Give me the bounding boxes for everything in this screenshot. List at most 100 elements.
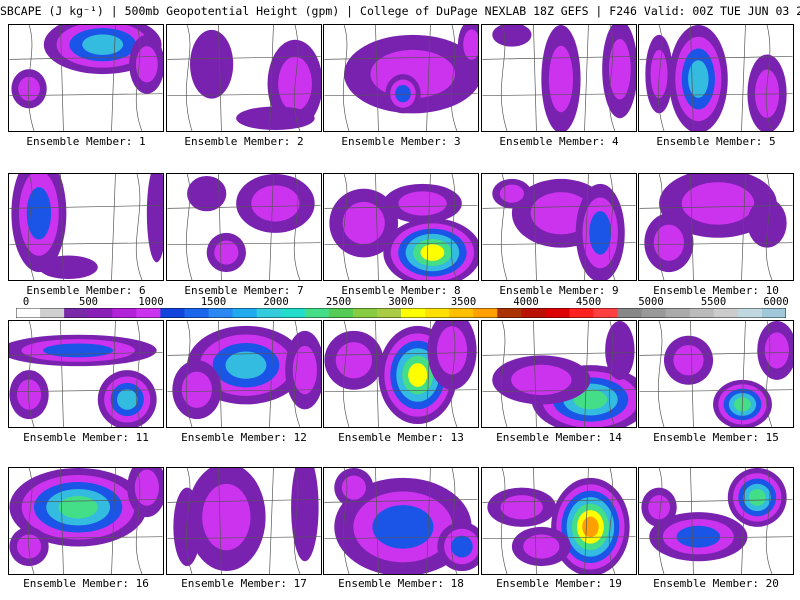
- colorbar-swatch: [761, 308, 786, 318]
- colorbar-swatch: [497, 308, 522, 318]
- colorbar-swatch: [376, 308, 402, 318]
- cape-fill: [324, 321, 477, 425]
- colorbar-tick-label: 500: [79, 296, 98, 308]
- ensemble-member-label: Ensemble Member: 16: [23, 577, 149, 590]
- state-borders: [482, 321, 636, 427]
- state-borders: [167, 174, 321, 280]
- state-borders: [639, 468, 793, 574]
- colorbar-swatch: [328, 308, 354, 318]
- colorbar-tick-label: 2000: [263, 296, 289, 308]
- state-borders: [324, 25, 478, 131]
- ensemble-map-panel: [166, 24, 322, 132]
- state-borders: [482, 174, 636, 280]
- ensemble-member-label: Ensemble Member: 2: [184, 135, 304, 148]
- cape-map: [9, 174, 163, 280]
- colorbar-swatch: [665, 308, 691, 318]
- ensemble-member-label: Ensemble Member: 18: [338, 577, 464, 590]
- ensemble-map-panel: [166, 320, 322, 428]
- colorbar-swatch: [425, 308, 450, 318]
- ensemble-map-panel: [166, 467, 322, 575]
- colorbar-swatch: [256, 308, 282, 318]
- ensemble-member-label: Ensemble Member: 19: [496, 577, 622, 590]
- cape-fill: [492, 178, 625, 280]
- ensemble-map-panel: [323, 320, 479, 428]
- colorbar-swatch: [16, 308, 41, 318]
- cape-map: [324, 321, 478, 427]
- ensemble-member-label: Ensemble Member: 14: [496, 431, 622, 444]
- ensemble-member-label: Ensemble Member: 8: [341, 284, 461, 297]
- colorbar-swatch: [713, 308, 739, 318]
- state-borders: [167, 468, 321, 574]
- sbcape-colorbar: [16, 308, 786, 318]
- cape-map: [9, 25, 163, 131]
- ensemble-map-panel: [323, 467, 479, 575]
- state-borders: [167, 321, 321, 427]
- cape-map: [9, 321, 163, 427]
- cape-map: [482, 468, 636, 574]
- cape-map: [167, 321, 321, 427]
- cape-fill: [173, 468, 319, 572]
- cape-fill: [11, 25, 163, 109]
- state-borders: [482, 468, 636, 574]
- ensemble-map-panel: [638, 173, 794, 281]
- cape-fill: [9, 334, 157, 427]
- colorbar-swatch: [208, 308, 234, 318]
- colorbar-swatch: [184, 308, 209, 318]
- ensemble-member-label: Ensemble Member: 12: [181, 431, 307, 444]
- cape-fill: [663, 321, 793, 427]
- colorbar-swatch: [112, 308, 137, 318]
- colorbar-swatch: [689, 308, 715, 318]
- cape-fill: [641, 468, 787, 562]
- colorbar-swatch: [449, 308, 474, 318]
- ensemble-member-label: Ensemble Member: 9: [499, 284, 619, 297]
- colorbar-tick-label: 5000: [638, 296, 664, 308]
- cape-map: [482, 321, 636, 427]
- cape-fill: [329, 183, 478, 280]
- state-borders: [324, 174, 478, 280]
- cape-fill: [492, 25, 636, 131]
- cape-map: [9, 468, 163, 574]
- cape-fill: [11, 174, 163, 280]
- ensemble-member-label: Ensemble Member: 1: [26, 135, 146, 148]
- colorbar-tick-label: 3500: [450, 296, 477, 308]
- colorbar-swatch: [40, 308, 65, 318]
- colorbar-swatch: [160, 308, 185, 318]
- cape-fill: [190, 29, 321, 131]
- colorbar-swatch: [280, 308, 306, 318]
- cape-fill: [492, 321, 636, 427]
- state-borders: [9, 174, 163, 280]
- colorbar-swatch: [617, 308, 643, 318]
- ensemble-member-label: Ensemble Member: 17: [181, 577, 307, 590]
- colorbar-swatch: [88, 308, 113, 318]
- ensemble-map-panel: [481, 320, 637, 428]
- state-borders: [9, 321, 163, 427]
- state-borders: [482, 25, 636, 131]
- cape-map: [324, 174, 478, 280]
- ensemble-member-label: Ensemble Member: 6: [26, 284, 146, 297]
- ensemble-map-panel: [481, 467, 637, 575]
- ensemble-member-label: Ensemble Member: 10: [653, 284, 779, 297]
- cape-map: [167, 468, 321, 574]
- colorbar-swatch: [352, 308, 378, 318]
- colorbar-swatch: [737, 308, 763, 318]
- cape-map: [324, 25, 478, 131]
- cape-fill: [187, 174, 315, 273]
- state-borders: [639, 174, 793, 280]
- ensemble-member-label: Ensemble Member: 3: [341, 135, 461, 148]
- colorbar-swatch: [304, 308, 330, 318]
- colorbar-tick-label: 2500: [325, 296, 352, 308]
- ensemble-member-label: Ensemble Member: 7: [184, 284, 304, 297]
- ensemble-member-label: Ensemble Member: 13: [338, 431, 464, 444]
- colorbar-tick-label: 0: [22, 296, 30, 308]
- colorbar-swatch: [64, 308, 89, 318]
- ensemble-map-panel: [638, 467, 794, 575]
- ensemble-map-panel: [481, 173, 637, 281]
- colorbar-tick-label: 4000: [513, 296, 539, 308]
- ensemble-member-label: Ensemble Member: 15: [653, 431, 779, 444]
- cape-map: [639, 25, 793, 131]
- cape-map: [167, 174, 321, 280]
- colorbar-swatch: [401, 308, 426, 318]
- ensemble-member-label: Ensemble Member: 20: [653, 577, 779, 590]
- ensemble-map-panel: [638, 24, 794, 132]
- cape-fill: [344, 25, 478, 114]
